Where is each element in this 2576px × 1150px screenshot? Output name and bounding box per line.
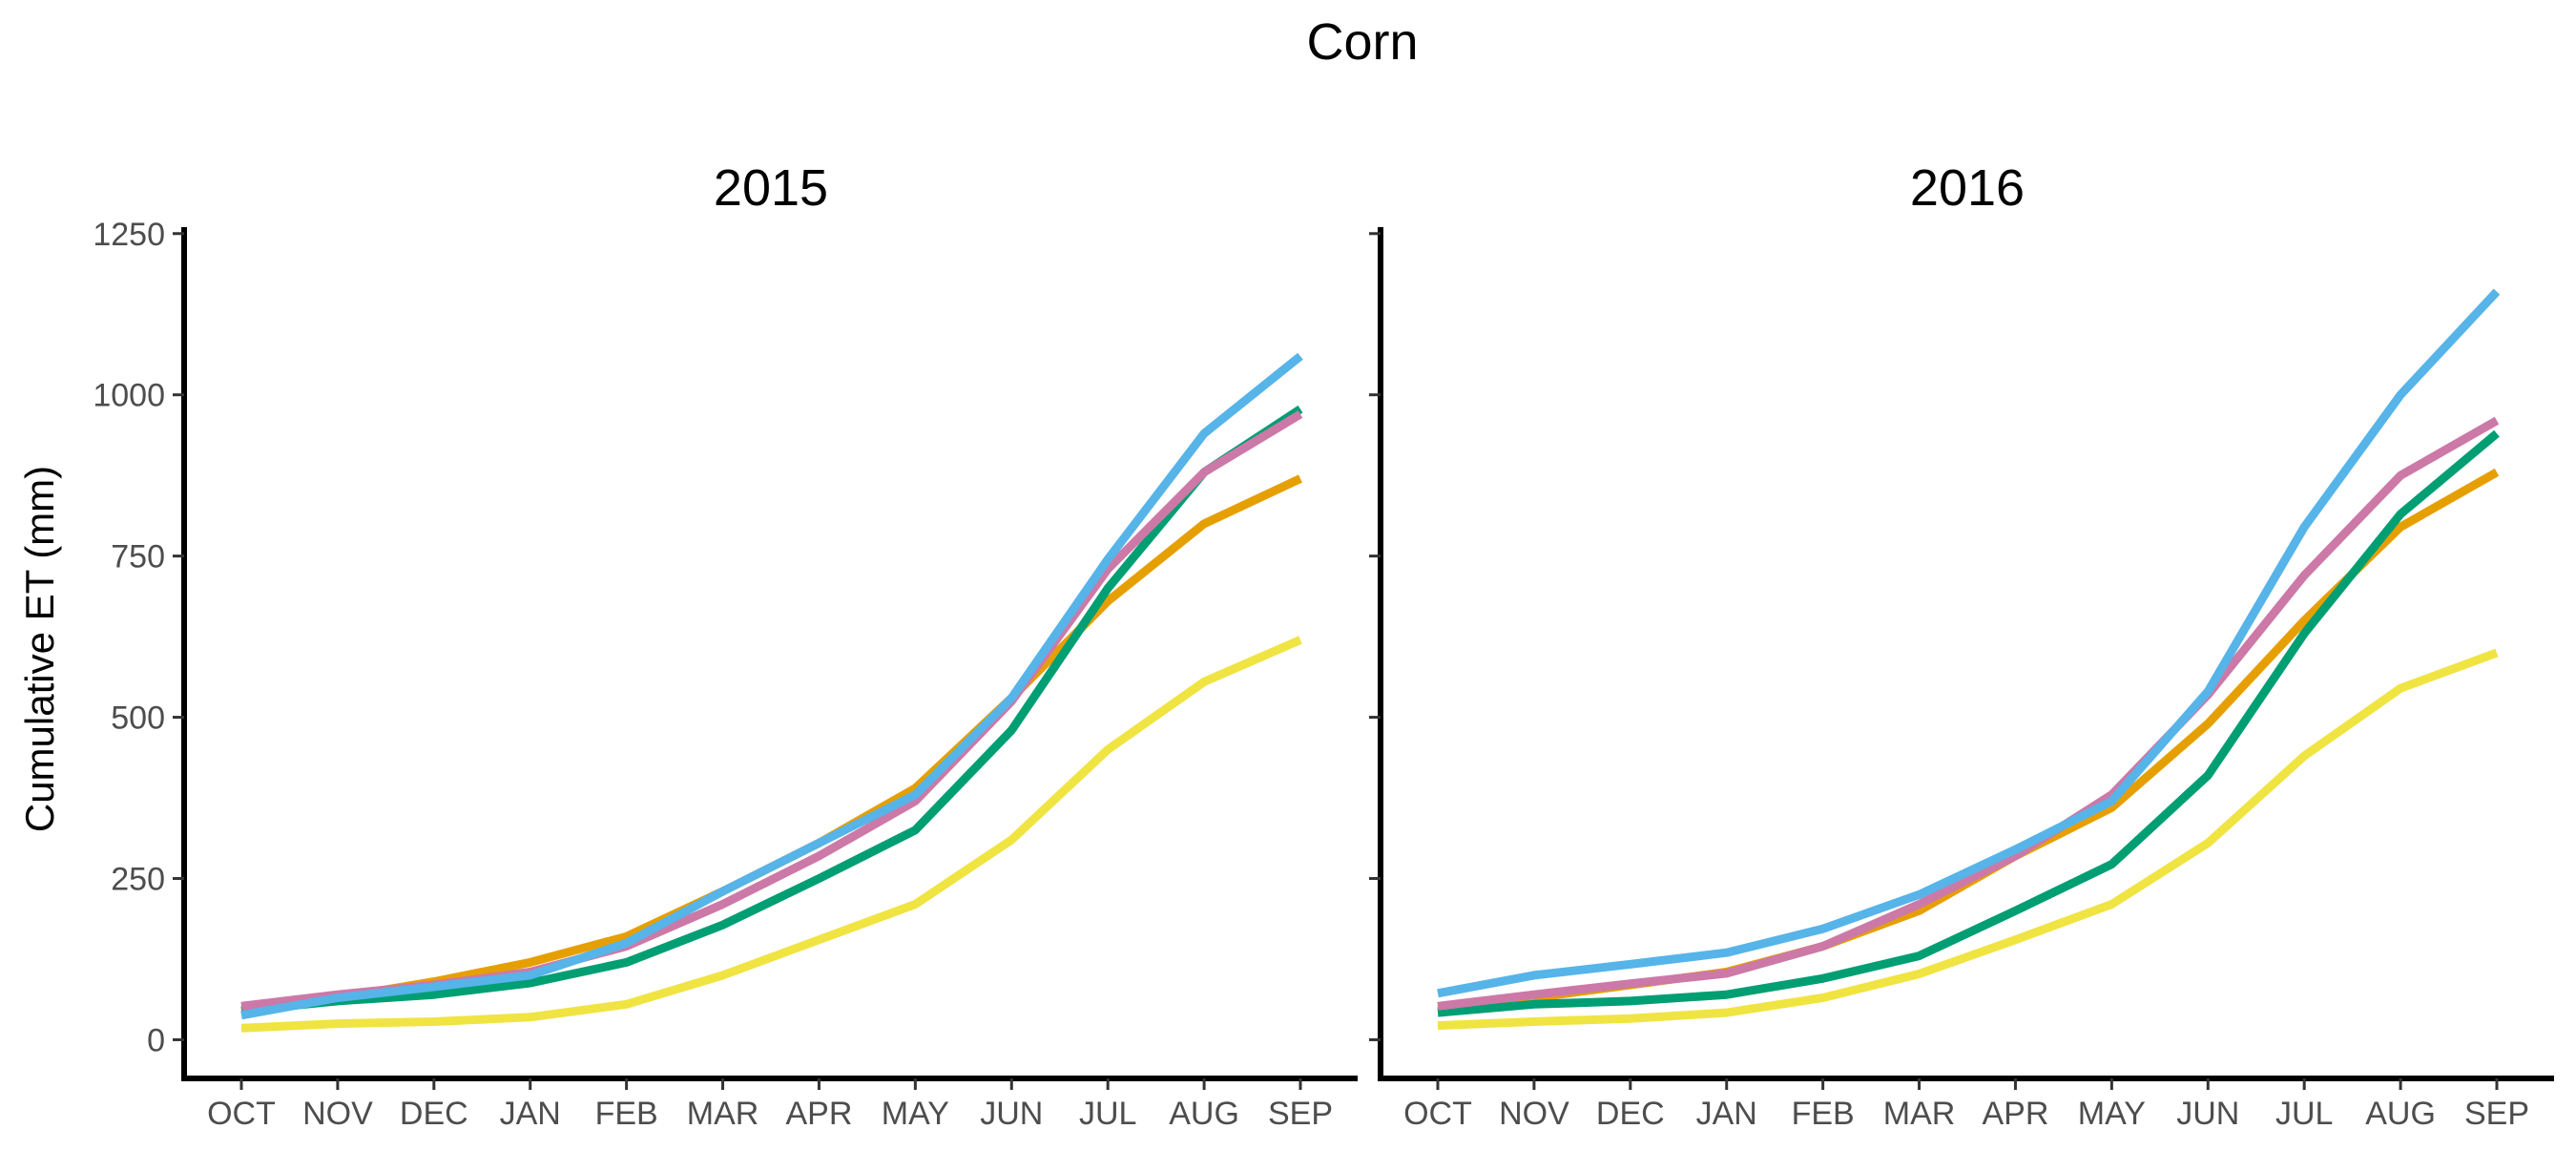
x-tick-label: OCT	[1403, 1096, 1472, 1132]
y-tick-label: 250	[111, 862, 165, 898]
x-tick-label: FEB	[595, 1096, 658, 1132]
x-tick-label: MAR	[1883, 1096, 1956, 1132]
x-tick-label: JUL	[2275, 1096, 2333, 1132]
y-tick-label: 500	[111, 700, 165, 737]
x-tick-label: MAY	[2078, 1096, 2146, 1132]
x-tick-label: APR	[785, 1096, 852, 1132]
x-tick-label: SEP	[1268, 1096, 1333, 1132]
series-line	[1437, 648, 2499, 1031]
series-line	[240, 352, 1303, 1020]
x-tick-label: JUN	[980, 1096, 1043, 1132]
series-line	[1437, 416, 2500, 1011]
x-tick-label: FEB	[1792, 1096, 1855, 1132]
x-tick-label: MAR	[687, 1096, 759, 1132]
panel-title: 2015	[714, 159, 828, 217]
x-tick-label: SEP	[2464, 1096, 2529, 1132]
series-line	[1437, 429, 2500, 1017]
chart-title: Corn	[1306, 13, 1418, 71]
x-tick-label: JAN	[500, 1096, 561, 1132]
series-line	[240, 405, 1303, 1015]
x-tick-label: DEC	[400, 1096, 468, 1132]
y-tick-label: 1250	[93, 217, 165, 253]
x-tick-label: NOV	[302, 1096, 373, 1132]
series-line	[240, 410, 1303, 1011]
x-tick-label: APR	[1982, 1096, 2048, 1132]
x-tick-label: JAN	[1696, 1096, 1757, 1132]
x-tick-label: DEC	[1596, 1096, 1665, 1132]
x-tick-label: NOV	[1499, 1096, 1569, 1132]
y-axis-label: Cumulative ET (mm)	[17, 466, 62, 832]
series-line	[240, 474, 1302, 1015]
x-tick-label: MAY	[882, 1096, 949, 1132]
x-tick-label: AUG	[1169, 1096, 1239, 1132]
y-tick-label: 1000	[93, 378, 165, 414]
panel-title: 2016	[1910, 159, 2025, 217]
x-tick-label: JUL	[1079, 1096, 1136, 1132]
x-tick-label: JUN	[2176, 1096, 2239, 1132]
x-tick-label: AUG	[2365, 1096, 2436, 1132]
y-tick-label: 750	[111, 539, 165, 575]
y-tick-label: 0	[147, 1022, 165, 1058]
x-tick-label: OCT	[207, 1096, 276, 1132]
series-line	[240, 636, 1302, 1033]
series-line	[1437, 288, 2501, 998]
